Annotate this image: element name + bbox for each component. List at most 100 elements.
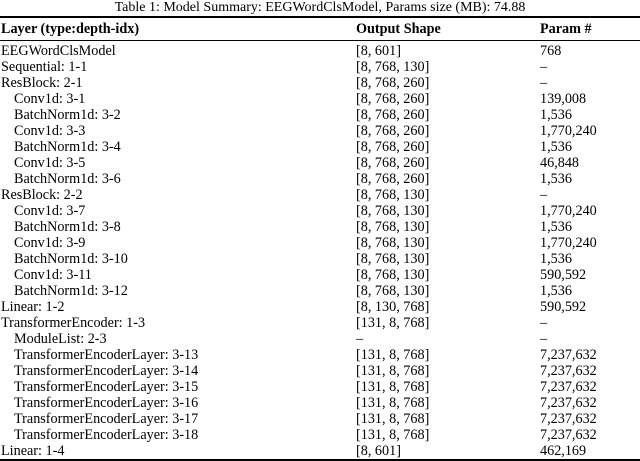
output-shape-cell: [8, 768, 260] bbox=[356, 107, 430, 123]
output-shape-cell: [8, 130, 768] bbox=[356, 299, 430, 315]
layer-cell: Conv1d: 3-9 bbox=[14, 235, 86, 251]
params-cell: 1,536 bbox=[540, 107, 572, 123]
table-row: ResBlock: 2-1 [8, 768, 260] – bbox=[0, 75, 640, 91]
output-shape-cell: [8, 768, 130] bbox=[356, 187, 430, 203]
table-row: BatchNorm1d: 3-2 [8, 768, 260] 1,536 bbox=[0, 107, 640, 123]
layer-cell: TransformerEncoder: 1-3 bbox=[1, 315, 146, 331]
table-row: EEGWordClsModel [8, 601] 768 bbox=[0, 41, 640, 60]
layer-cell: TransformerEncoderLayer: 3-15 bbox=[14, 379, 199, 395]
params-cell: – bbox=[540, 331, 548, 347]
params-cell: 462,169 bbox=[540, 443, 587, 459]
table-row: ResBlock: 2-2 [8, 768, 130] – bbox=[0, 187, 640, 203]
table-row: Sequential: 1-1 [8, 768, 130] – bbox=[0, 59, 640, 75]
layer-cell: TransformerEncoderLayer: 3-14 bbox=[14, 363, 199, 379]
output-shape-cell: [8, 601] bbox=[356, 443, 401, 459]
layer-cell: Conv1d: 3-5 bbox=[14, 155, 86, 171]
output-shape-cell: [131, 8, 768] bbox=[356, 315, 430, 331]
output-shape-cell: [8, 601] bbox=[356, 43, 401, 59]
table-caption: Table 1: Model Summary: EEGWordClsModel,… bbox=[114, 0, 526, 15]
params-cell: 46,848 bbox=[540, 155, 580, 171]
table-row: Conv1d: 3-5 [8, 768, 260] 46,848 bbox=[0, 155, 640, 171]
layer-cell: Linear: 1-2 bbox=[1, 299, 65, 315]
table-row: Conv1d: 3-3 [8, 768, 260] 1,770,240 bbox=[0, 123, 640, 139]
params-cell: 7,237,632 bbox=[540, 411, 597, 427]
table-row: Linear: 1-4 [8, 601] 462,169 bbox=[0, 443, 640, 460]
table-row: BatchNorm1d: 3-8 [8, 768, 130] 1,536 bbox=[0, 219, 640, 235]
params-cell: 1,536 bbox=[540, 139, 572, 155]
output-shape-cell: [8, 768, 130] bbox=[356, 235, 430, 251]
table-row: TransformerEncoderLayer: 3-14 [131, 8, 76… bbox=[0, 363, 640, 379]
output-shape-cell: [8, 768, 130] bbox=[356, 251, 430, 267]
params-cell: 1,536 bbox=[540, 171, 572, 187]
output-shape-cell: [131, 8, 768] bbox=[356, 379, 430, 395]
params-cell: 7,237,632 bbox=[540, 363, 597, 379]
table-row: TransformerEncoderLayer: 3-18 [131, 8, 76… bbox=[0, 427, 640, 443]
params-cell: 590,592 bbox=[540, 299, 587, 315]
layer-cell: BatchNorm1d: 3-2 bbox=[14, 107, 121, 123]
output-shape-cell: [131, 8, 768] bbox=[356, 411, 430, 427]
output-shape-cell: [8, 768, 130] bbox=[356, 203, 430, 219]
output-shape-cell: [8, 768, 130] bbox=[356, 267, 430, 283]
layer-cell: BatchNorm1d: 3-10 bbox=[14, 251, 128, 267]
layer-cell: Conv1d: 3-1 bbox=[14, 91, 86, 107]
output-shape-cell: [131, 8, 768] bbox=[356, 427, 430, 443]
layer-cell: BatchNorm1d: 3-8 bbox=[14, 219, 121, 235]
layer-cell: ResBlock: 2-1 bbox=[1, 75, 83, 91]
layer-cell: Conv1d: 3-7 bbox=[14, 203, 86, 219]
output-shape-cell: [8, 768, 130] bbox=[356, 219, 430, 235]
layer-cell: Linear: 1-4 bbox=[1, 443, 65, 459]
output-shape-cell: [8, 768, 260] bbox=[356, 171, 430, 187]
params-cell: 1,770,240 bbox=[540, 123, 597, 139]
table-row: TransformerEncoder: 1-3 [131, 8, 768] – bbox=[0, 315, 640, 331]
output-shape-cell: [131, 8, 768] bbox=[356, 347, 430, 363]
output-shape-cell: [8, 768, 260] bbox=[356, 139, 430, 155]
params-cell: 1,536 bbox=[540, 251, 572, 267]
layer-cell: BatchNorm1d: 3-4 bbox=[14, 139, 121, 155]
params-cell: 590,592 bbox=[540, 267, 587, 283]
layer-cell: TransformerEncoderLayer: 3-18 bbox=[14, 427, 199, 443]
table-row: Conv1d: 3-11 [8, 768, 130] 590,592 bbox=[0, 267, 640, 283]
layer-cell: TransformerEncoderLayer: 3-16 bbox=[14, 395, 199, 411]
table-row: TransformerEncoderLayer: 3-13 [131, 8, 76… bbox=[0, 347, 640, 363]
table-row: BatchNorm1d: 3-10 [8, 768, 130] 1,536 bbox=[0, 251, 640, 267]
output-shape-cell: – bbox=[356, 331, 364, 347]
layer-cell: BatchNorm1d: 3-6 bbox=[14, 171, 121, 187]
layer-cell: Conv1d: 3-3 bbox=[14, 123, 86, 139]
output-shape-cell: [8, 768, 260] bbox=[356, 91, 430, 107]
header-row: Layer (type:depth-idx) Output Shape Para… bbox=[0, 17, 640, 41]
params-cell: – bbox=[540, 75, 548, 91]
params-cell: – bbox=[540, 59, 548, 75]
output-shape-cell: [8, 768, 260] bbox=[356, 155, 430, 171]
params-cell: 7,237,632 bbox=[540, 379, 597, 395]
table-row: Linear: 1-2 [8, 130, 768] 590,592 bbox=[0, 299, 640, 315]
params-cell: 7,237,632 bbox=[540, 395, 597, 411]
output-shape-cell: [8, 768, 260] bbox=[356, 123, 430, 139]
layer-cell: Sequential: 1-1 bbox=[1, 59, 88, 75]
layer-cell: ModuleList: 2-3 bbox=[14, 331, 107, 347]
table-row: TransformerEncoderLayer: 3-15 [131, 8, 76… bbox=[0, 379, 640, 395]
params-cell: 1,536 bbox=[540, 219, 572, 235]
params-cell: 139,008 bbox=[540, 91, 587, 107]
params-cell: 7,237,632 bbox=[540, 427, 597, 443]
header-params: Param # bbox=[540, 20, 592, 37]
params-cell: – bbox=[540, 187, 548, 203]
table-row: BatchNorm1d: 3-6 [8, 768, 260] 1,536 bbox=[0, 171, 640, 187]
layer-cell: TransformerEncoderLayer: 3-13 bbox=[14, 347, 199, 363]
table-row: Conv1d: 3-7 [8, 768, 130] 1,770,240 bbox=[0, 203, 640, 219]
params-cell: – bbox=[540, 315, 548, 331]
output-shape-cell: [8, 768, 130] bbox=[356, 59, 430, 75]
layer-cell: BatchNorm1d: 3-12 bbox=[14, 283, 128, 299]
params-cell: 1,770,240 bbox=[540, 235, 597, 251]
table-row: TransformerEncoderLayer: 3-17 [131, 8, 76… bbox=[0, 411, 640, 427]
table-row: TransformerEncoderLayer: 3-16 [131, 8, 76… bbox=[0, 395, 640, 411]
layer-cell: Conv1d: 3-11 bbox=[14, 267, 92, 283]
table-row: BatchNorm1d: 3-12 [8, 768, 130] 1,536 bbox=[0, 283, 640, 299]
layer-cell: EEGWordClsModel bbox=[1, 43, 116, 59]
params-cell: 1,770,240 bbox=[540, 203, 597, 219]
output-shape-cell: [8, 768, 130] bbox=[356, 283, 430, 299]
table-row: ModuleList: 2-3 – – bbox=[0, 331, 640, 347]
params-cell: 1,536 bbox=[540, 283, 572, 299]
table-row: Conv1d: 3-9 [8, 768, 130] 1,770,240 bbox=[0, 235, 640, 251]
table-row: Conv1d: 3-1 [8, 768, 260] 139,008 bbox=[0, 91, 640, 107]
header-layer: Layer (type:depth-idx) bbox=[1, 20, 140, 37]
